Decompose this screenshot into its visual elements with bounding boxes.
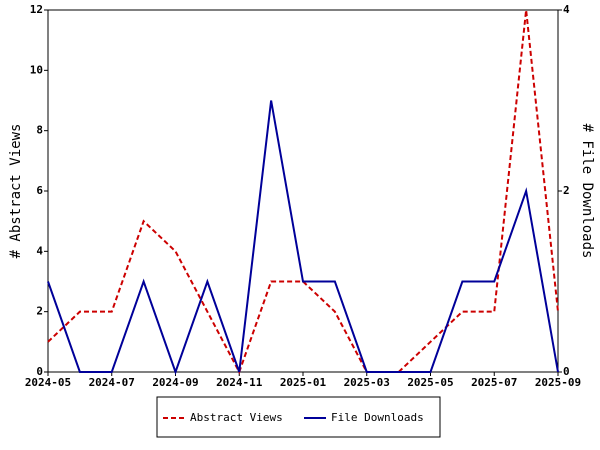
y-tick-label: 6 [36, 184, 43, 197]
y-tick-label: 0 [36, 365, 43, 378]
x-tick-label: 2024-09 [152, 376, 198, 389]
legend [156, 396, 441, 438]
x-tick-label: 2025-03 [344, 376, 390, 389]
y-tick-label: 2 [36, 305, 43, 318]
x-tick-label: 2024-11 [216, 376, 263, 389]
plot-frame [47, 9, 559, 373]
x-tick-label: 2025-05 [407, 376, 453, 389]
x-tick-label: 2025-01 [280, 376, 327, 389]
x-tick-label: 2025-09 [535, 376, 581, 389]
y-axis-label: # Abstract Views [8, 124, 24, 259]
x-tick-label: 2025-07 [471, 376, 517, 389]
x-tick-label: 2024-07 [89, 376, 135, 389]
series-line [47, 100, 559, 376]
y2-tick-label: 0 [563, 365, 570, 378]
y-tick-label: 10 [30, 63, 43, 76]
y-tick-label: 8 [36, 124, 43, 137]
y2-axis-label: # File Downloads [579, 124, 595, 259]
y-tick-label: 12 [30, 3, 43, 16]
series-line [47, 9, 559, 375]
legend-label: Abstract Views [190, 411, 283, 424]
y2-tick-label: 4 [563, 3, 570, 16]
y2-tick-label: 2 [563, 184, 570, 197]
y-tick-label: 4 [36, 244, 43, 257]
legend-label: File Downloads [331, 411, 424, 424]
x-tick-label: 2024-05 [25, 376, 71, 389]
